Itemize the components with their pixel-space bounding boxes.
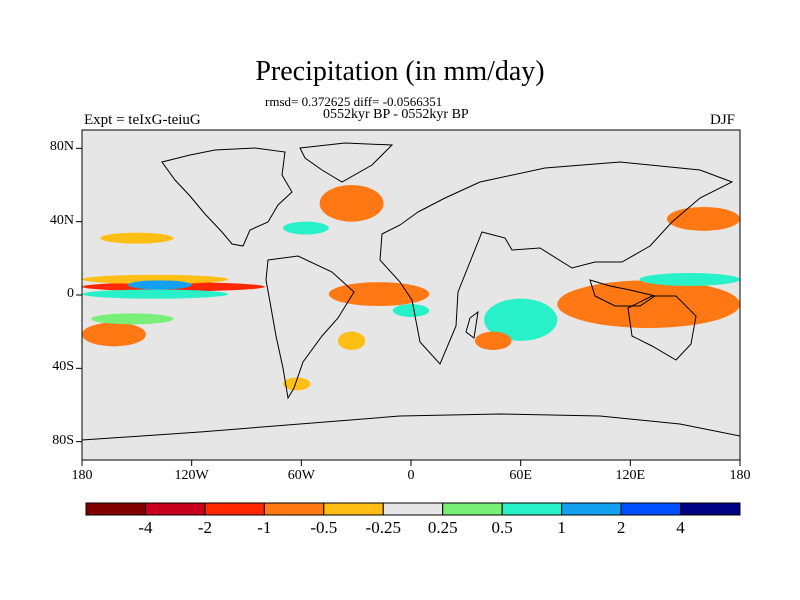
colorbar-swatch [620, 502, 682, 516]
colorbar-label: 0.25 [427, 518, 458, 537]
colorbar-swatch [144, 502, 206, 516]
lon-tick-label: 60E [509, 468, 532, 483]
colorbar-label: 2 [616, 518, 626, 537]
anomaly-south-atlantic-orange [337, 331, 366, 351]
coastline-north-america [161, 147, 293, 247]
anomaly-spcz-orange [82, 322, 146, 347]
lon-tick-label: 120W [174, 468, 209, 483]
chart-title: Precipitation (in mm/day) [255, 56, 545, 87]
colorbar [85, 502, 741, 516]
coastline-australia [627, 295, 697, 361]
colorbar-swatch [561, 502, 622, 516]
colorbar-label: -4 [138, 518, 153, 537]
anomaly-central-pacific-blue-patch [127, 280, 192, 290]
colorbar-label: 1 [557, 518, 566, 537]
lon-tick-label: 180 [71, 468, 93, 483]
lon-tick-label: 60W [287, 468, 315, 483]
stats-line: rmsd= 0.372625 diff= -0.0566351 [265, 94, 443, 109]
colorbar-label: -1 [257, 518, 272, 537]
coastline-madagascar [465, 310, 479, 339]
period-line: 0552kyr BP - 0552kyr BP [323, 107, 469, 122]
coastline-greenland [299, 142, 394, 183]
lat-tick-label: 40S [52, 359, 74, 375]
colorbar-swatch [442, 502, 503, 516]
anomaly-west-pacific-cyan [639, 273, 740, 286]
colorbar-label: -0.25 [365, 518, 401, 537]
anomaly-atlantic-south-cyan [392, 304, 430, 318]
lat-tick-label: 0 [67, 286, 74, 301]
colorbar-label: 4 [676, 518, 685, 537]
experiment-label: Expt = teIxG-teiuG [84, 112, 201, 128]
lon-tick-label: 180 [729, 468, 751, 483]
colorbar-label: -2 [197, 518, 212, 537]
anomaly-layer [82, 185, 740, 391]
anomaly-southern-ocean-orange [283, 377, 311, 391]
anomaly-indian-ocean-cyan [484, 298, 558, 341]
season-label: DJF [710, 112, 736, 128]
lon-tick-label: 120E [615, 468, 646, 483]
anomaly-north-pacific-band [100, 232, 174, 244]
colorbar-swatch [263, 502, 325, 516]
colorbar-label: -0.5 [310, 518, 338, 537]
colorbar-swatch [382, 502, 444, 516]
anomaly-northwest-pacific-wet [666, 207, 740, 231]
colorbar-swatch [323, 502, 384, 516]
anomaly-north-atlantic-cyan [283, 221, 329, 235]
colorbar-swatch [501, 502, 563, 516]
coastline-antarctica [82, 413, 740, 441]
anomaly-tropical-pacific-dry-band [82, 289, 229, 299]
colorbar-swatch [680, 502, 741, 516]
colorbar-label: 0.5 [491, 518, 513, 537]
lon-tick-label: 0 [407, 468, 415, 483]
anomaly-spcz-green [91, 313, 174, 325]
axis-ticks [76, 147, 741, 466]
lat-tick-label: 80N [49, 139, 74, 155]
anomaly-atlantic-itcz-orange [328, 282, 430, 307]
anomaly-maritime-continent-orange [557, 280, 740, 328]
coastline-maritime-continent [589, 279, 657, 307]
coastline-eurasia-africa [379, 161, 734, 365]
lat-tick-label: 40N [49, 212, 74, 228]
colorbar-swatch [204, 502, 265, 516]
colorbar-swatch [85, 502, 146, 516]
lat-tick-label: 80S [52, 432, 74, 448]
coastlines [82, 142, 740, 441]
coastline-south-america [265, 255, 355, 400]
anomaly-tropical-pacific-orange-band [82, 274, 229, 284]
anomaly-madagascar-wet [474, 331, 512, 351]
anomaly-north-atlantic-wet [319, 185, 384, 222]
